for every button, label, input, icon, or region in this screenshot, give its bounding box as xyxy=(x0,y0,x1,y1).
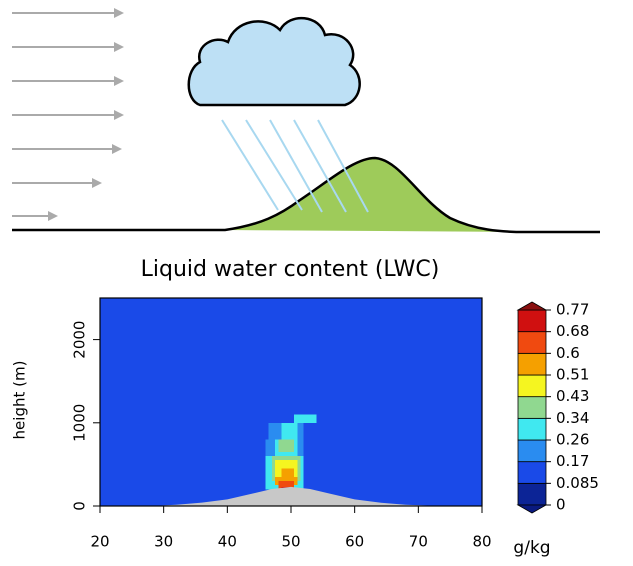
colorbar-bin xyxy=(518,462,546,484)
colorbar-label: 0.77 xyxy=(556,301,589,319)
colorbar-over xyxy=(518,302,546,310)
colorbar-under xyxy=(518,505,546,513)
chart-title: Liquid water content (LWC) xyxy=(141,257,440,282)
colorbar-bin xyxy=(518,310,546,332)
x-tick-label: 70 xyxy=(409,533,428,551)
colorbar-label: 0.6 xyxy=(556,344,580,362)
colorbar-label: 0.43 xyxy=(556,387,589,405)
colorbar-label: 0.26 xyxy=(556,431,589,449)
colorbar-bin xyxy=(518,375,546,397)
colorbar-label: 0.68 xyxy=(556,322,589,340)
colorbar-bin xyxy=(518,397,546,419)
colorbar-label: 0.17 xyxy=(556,452,589,470)
colorbar-bin xyxy=(518,483,546,505)
x-tick-label: 50 xyxy=(281,533,300,551)
colorbar-label: 0.51 xyxy=(556,366,589,384)
colorbar-unit: g/kg xyxy=(513,538,550,558)
heat-cell xyxy=(294,414,316,422)
x-tick-label: 40 xyxy=(218,533,237,551)
y-tick-label: 0 xyxy=(71,501,89,511)
plot: 20 30 40 50 60 70 80 0 1000 2000 0 0.085 0.17 0.26 0.3… xyxy=(71,298,599,551)
x-tick-label: 80 xyxy=(472,533,491,551)
colorbar-bin xyxy=(518,418,546,440)
x-tick-label: 60 xyxy=(345,533,364,551)
x-tick-label: 20 xyxy=(90,533,109,551)
y-tick-label: 2000 xyxy=(71,321,89,359)
hill xyxy=(225,158,525,232)
heat-cell xyxy=(278,439,294,451)
figure: Liquid water content (LWC) height (m) g/… xyxy=(0,0,633,562)
cloud xyxy=(189,18,360,105)
y-axis-label: height (m) xyxy=(11,361,29,440)
colorbar-label: 0 xyxy=(556,496,566,514)
colorbar-label: 0.34 xyxy=(556,409,589,427)
wind-arrows xyxy=(12,8,124,221)
heat-cell xyxy=(281,423,297,440)
colorbar-bin xyxy=(518,440,546,462)
colorbar-bin xyxy=(518,353,546,375)
colorbar-bin xyxy=(518,332,546,354)
colorbar-label: 0.085 xyxy=(556,474,599,492)
x-tick-label: 30 xyxy=(154,533,173,551)
schematic xyxy=(12,8,600,232)
y-tick-label: 1000 xyxy=(71,404,89,442)
